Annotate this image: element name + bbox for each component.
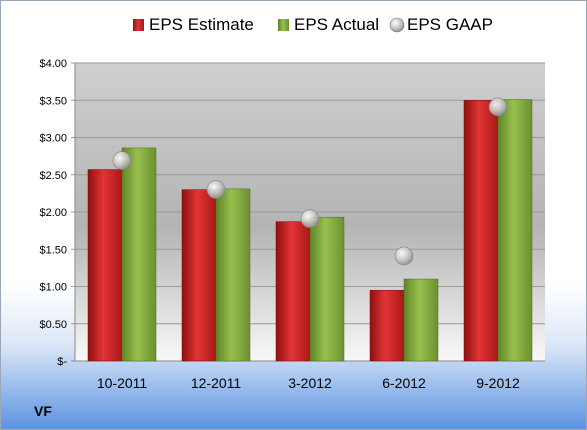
bars bbox=[87, 99, 533, 362]
bar-eps-estimate-12-2011 bbox=[181, 189, 217, 362]
y-tick-label: $4.00 bbox=[39, 58, 67, 70]
bar-eps-actual-10-2011 bbox=[121, 147, 157, 362]
bar-eps-actual-3-2012 bbox=[309, 216, 345, 362]
marker-eps-gaap-9-2012 bbox=[488, 97, 508, 117]
y-tick-label: $2.00 bbox=[39, 207, 67, 219]
bar-eps-estimate-9-2012 bbox=[463, 100, 499, 362]
bar-eps-estimate-3-2012 bbox=[275, 221, 311, 362]
x-tick-label: 9-2012 bbox=[476, 375, 520, 391]
marker-eps-gaap-10-2011 bbox=[112, 151, 132, 170]
marker-eps-gaap-6-2012 bbox=[394, 246, 414, 266]
legend: EPS Estimate EPS Actual EPS GAAP bbox=[133, 15, 493, 34]
legend-swatch-eps-estimate bbox=[133, 19, 144, 31]
legend-label-eps-estimate: EPS Estimate bbox=[149, 15, 254, 34]
x-tick-label: 3-2012 bbox=[288, 375, 332, 391]
marker-eps-gaap-12-2011 bbox=[206, 180, 226, 199]
bar-eps-actual-6-2012 bbox=[403, 278, 439, 362]
y-tick-label: $1.00 bbox=[39, 282, 67, 294]
x-tick-label: 10-2011 bbox=[97, 375, 148, 391]
bar-eps-actual-9-2012 bbox=[497, 99, 533, 362]
x-tick-label: 12-2011 bbox=[191, 375, 242, 391]
y-tick-label: $3.00 bbox=[39, 133, 67, 145]
marker-eps-gaap-3-2012 bbox=[300, 209, 320, 229]
ticker-label: VF bbox=[34, 403, 52, 419]
y-tick-label: $3.50 bbox=[39, 95, 67, 107]
bar-eps-actual-12-2011 bbox=[215, 188, 251, 362]
bar-eps-estimate-6-2012 bbox=[369, 289, 405, 362]
y-tick-label: $1.50 bbox=[39, 244, 67, 256]
legend-swatch-eps-actual bbox=[278, 19, 289, 31]
legend-swatch-eps-gaap bbox=[389, 17, 405, 33]
y-axis: $- $0.50 $1.00 $1.50 $2.00 $2.50 $3.00 $3.50 $4.… bbox=[39, 58, 76, 368]
legend-label-eps-gaap: EPS GAAP bbox=[407, 15, 493, 34]
bar-eps-estimate-10-2011 bbox=[87, 169, 123, 362]
x-tick-label: 6-2012 bbox=[382, 375, 426, 391]
x-axis: 10-2011 12-2011 3-2012 6-2012 9-2012 bbox=[97, 375, 520, 391]
y-tick-label: $0.50 bbox=[39, 319, 67, 331]
y-tick-label: $2.50 bbox=[39, 170, 67, 182]
legend-label-eps-actual: EPS Actual bbox=[294, 15, 379, 34]
gaap-markers bbox=[112, 97, 508, 266]
y-tick-label: $- bbox=[57, 356, 67, 368]
